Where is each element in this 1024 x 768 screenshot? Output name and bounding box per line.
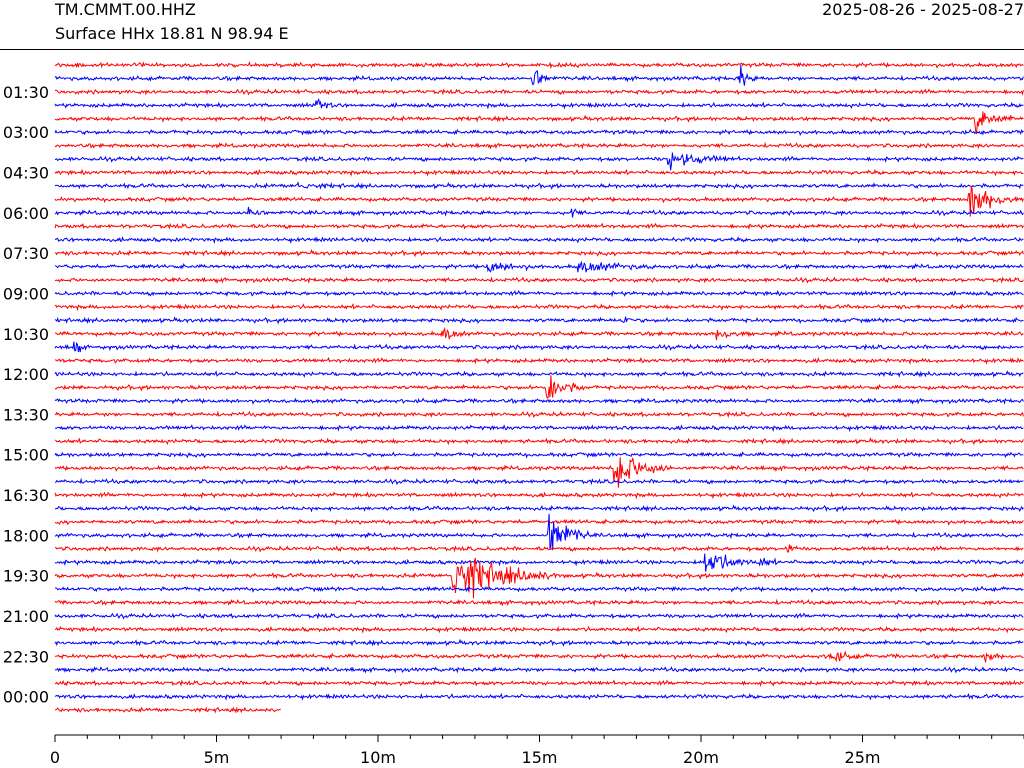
trace-line-34 [54, 518, 1024, 526]
trace-line-43 [54, 638, 1024, 647]
trace-line-3 [54, 97, 1024, 110]
trace-line-4 [54, 111, 1024, 135]
y-tick-label: 16:30 [3, 486, 49, 505]
y-tick-label: 12:00 [3, 365, 49, 384]
date-range-label: 2025-08-26 - 2025-08-27 [822, 0, 1024, 19]
y-axis-labels: 01:30 03:00 04:30 06:00 07:30 09:00 10:30 12:00… [3, 83, 49, 707]
header-divider [0, 49, 1024, 50]
trace-line-5 [54, 128, 1024, 137]
trace-line-17 [54, 289, 1024, 298]
y-tick-label: 19:30 [3, 567, 49, 586]
trace-line-14 [54, 249, 1024, 258]
y-tick-label: 13:30 [3, 405, 49, 424]
trace-line-16 [54, 276, 1024, 284]
trace-line-36 [54, 544, 1024, 553]
y-tick-label: 03:00 [3, 123, 49, 142]
trace-line-45 [54, 665, 1024, 674]
y-tick-label: 04:30 [3, 164, 49, 183]
trace-line-26 [54, 410, 1024, 419]
trace-line-37 [54, 553, 1024, 572]
trace-line-10 [54, 185, 1024, 217]
y-tick-label: 15:00 [3, 446, 49, 465]
trace-line-27 [54, 424, 1024, 433]
trace-line-18 [54, 303, 1024, 312]
y-tick-label: 00:00 [3, 688, 49, 707]
trace-line-42 [54, 625, 1024, 634]
trace-line-9 [54, 181, 1024, 191]
trace-line-7 [54, 152, 1024, 171]
trace-line-23 [54, 370, 1024, 379]
trace-line-11 [54, 206, 1024, 218]
trace-line-28 [54, 437, 1024, 446]
trace-line-20 [54, 326, 1024, 341]
trace-line-21 [54, 341, 1024, 353]
x-axis: 0 5m 10m 15m 20m 25m [50, 734, 1024, 767]
trace-line-41 [54, 612, 1024, 620]
trace-line-30 [54, 457, 1024, 488]
x-tick-label: 10m [360, 748, 396, 767]
trace-line-19 [54, 316, 1024, 325]
trace-line-46 [54, 679, 1024, 687]
trace-line-15 [54, 260, 1024, 273]
trace-line-24 [54, 375, 1024, 399]
trace-line-29 [54, 451, 1024, 459]
trace-line-1 [54, 64, 1024, 86]
location-label: Surface HHx 18.81 N 98.94 E [55, 24, 289, 43]
x-tick-label: 20m [683, 748, 719, 767]
y-tick-label: 22:30 [3, 647, 49, 666]
trace-line-33 [54, 504, 1024, 513]
trace-line-6 [54, 141, 1024, 150]
trace-line-2 [54, 88, 1024, 96]
trace-line-35 [54, 513, 1024, 551]
trace-line-22 [54, 356, 1024, 365]
trace-line-39 [54, 585, 1024, 593]
y-tick-label: 21:00 [3, 607, 49, 626]
trace-line-38 [54, 557, 1024, 599]
y-tick-label: 01:30 [3, 83, 49, 102]
x-tick-label: 0 [50, 748, 60, 767]
x-tick-label: 15m [522, 748, 558, 767]
y-tick-label: 07:30 [3, 244, 49, 263]
y-tick-label: 10:30 [3, 325, 49, 344]
trace-line-31 [55, 477, 1024, 486]
trace-line-13 [54, 235, 1024, 245]
trace-line-8 [54, 168, 1024, 177]
station-label: TM.CMMT.00.HHZ [55, 0, 196, 19]
trace-line-25 [54, 397, 1024, 405]
trace-line-12 [54, 222, 1024, 231]
seismic-traces [54, 60, 1024, 714]
trace-line-48 [55, 706, 282, 714]
y-tick-label: 09:00 [3, 284, 49, 303]
y-tick-label: 06:00 [3, 204, 49, 223]
trace-line-47 [54, 692, 1024, 701]
y-tick-label: 18:00 [3, 526, 49, 545]
trace-line-32 [54, 491, 1024, 500]
x-tick-label: 5m [204, 748, 230, 767]
trace-line-44 [54, 650, 1024, 663]
trace-line-40 [54, 598, 1024, 607]
x-tick-label: 25m [845, 748, 881, 767]
trace-line-0 [54, 60, 1024, 70]
